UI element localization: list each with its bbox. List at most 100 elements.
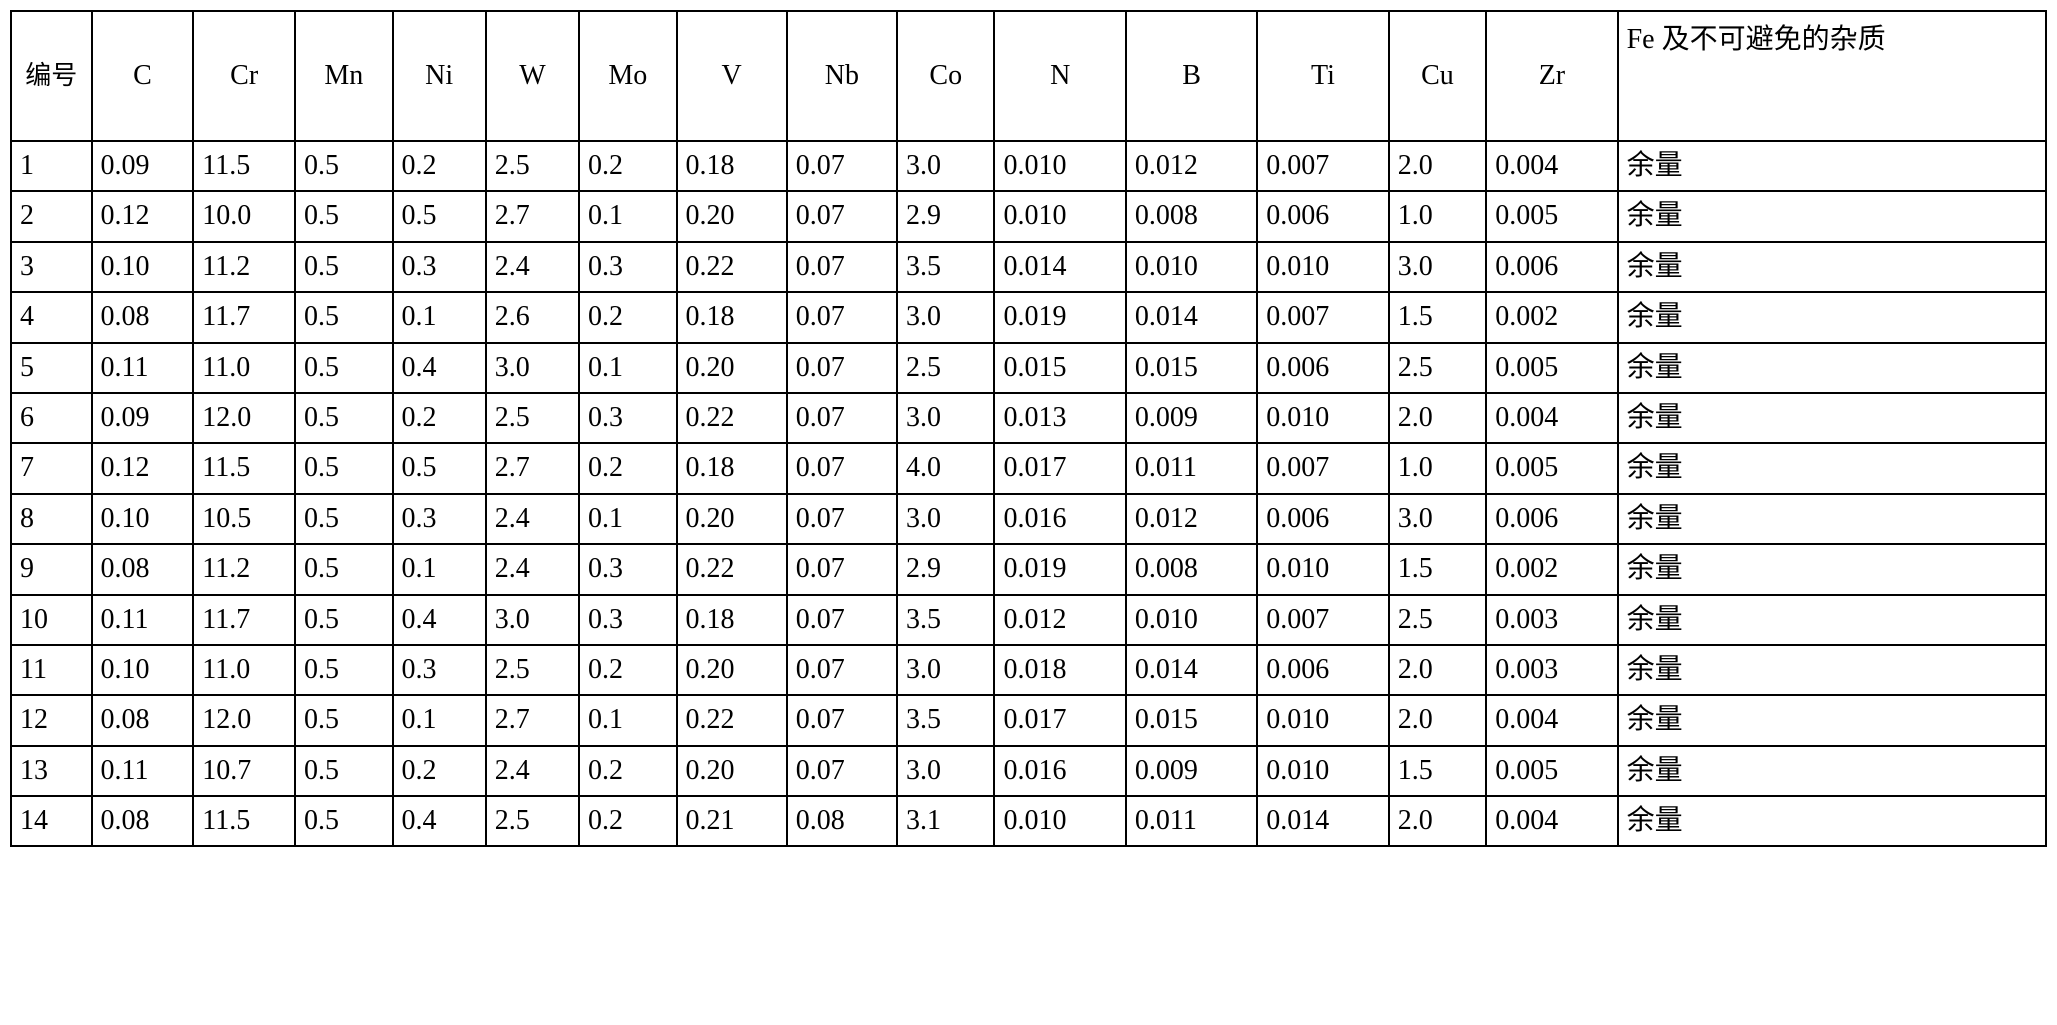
table-cell: 5 [11, 343, 92, 393]
table-cell: 0.019 [994, 292, 1125, 342]
table-cell: 0.5 [295, 443, 393, 493]
table-cell: 0.005 [1486, 343, 1617, 393]
col-header-c: C [92, 11, 194, 141]
table-cell: 0.008 [1126, 191, 1257, 241]
table-cell: 0.07 [787, 645, 897, 695]
table-cell: 2 [11, 191, 92, 241]
table-cell: 0.20 [677, 746, 787, 796]
col-header-fe: Fe 及不可避免的杂质 [1618, 11, 2046, 141]
table-row: 90.0811.20.50.12.40.30.220.072.90.0190.0… [11, 544, 2046, 594]
table-cell: 2.5 [897, 343, 995, 393]
table-cell: 0.11 [92, 343, 194, 393]
table-cell: 3.0 [897, 141, 995, 191]
table-cell: 2.0 [1389, 796, 1487, 846]
table-cell: 0.007 [1257, 443, 1388, 493]
table-cell: 0.006 [1486, 494, 1617, 544]
table-cell: 0.010 [1257, 393, 1388, 443]
table-cell: 0.015 [1126, 343, 1257, 393]
table-cell: 11.5 [193, 443, 295, 493]
col-header-ni: Ni [393, 11, 486, 141]
table-cell: 11.0 [193, 645, 295, 695]
col-header-cr: Cr [193, 11, 295, 141]
table-cell: 0.009 [1126, 746, 1257, 796]
table-cell: 2.7 [486, 443, 579, 493]
table-row: 20.1210.00.50.52.70.10.200.072.90.0100.0… [11, 191, 2046, 241]
table-row: 130.1110.70.50.22.40.20.200.073.00.0160.… [11, 746, 2046, 796]
col-header-b: B [1126, 11, 1257, 141]
table-cell: 0.09 [92, 141, 194, 191]
table-header: 编号 C Cr Mn Ni W Mo V Nb Co N B Ti Cu Zr … [11, 11, 2046, 141]
table-row: 70.1211.50.50.52.70.20.180.074.00.0170.0… [11, 443, 2046, 493]
table-cell: 余量 [1618, 443, 2046, 493]
table-cell: 0.010 [994, 796, 1125, 846]
table-cell: 0.019 [994, 544, 1125, 594]
table-cell: 0.010 [994, 191, 1125, 241]
table-cell: 0.07 [787, 595, 897, 645]
table-cell: 0.22 [677, 393, 787, 443]
table-cell: 3.5 [897, 595, 995, 645]
table-cell: 2.6 [486, 292, 579, 342]
table-cell: 4 [11, 292, 92, 342]
table-cell: 0.2 [393, 141, 486, 191]
table-cell: 0.007 [1257, 141, 1388, 191]
table-cell: 0.010 [1257, 242, 1388, 292]
table-cell: 11.7 [193, 595, 295, 645]
table-cell: 6 [11, 393, 92, 443]
table-cell: 0.006 [1257, 343, 1388, 393]
table-cell: 0.016 [994, 494, 1125, 544]
table-cell: 2.4 [486, 544, 579, 594]
table-cell: 0.015 [994, 343, 1125, 393]
table-cell: 8 [11, 494, 92, 544]
table-cell: 1.0 [1389, 191, 1487, 241]
table-cell: 3.0 [897, 645, 995, 695]
table-cell: 0.010 [1257, 544, 1388, 594]
table-cell: 0.5 [295, 595, 393, 645]
table-cell: 余量 [1618, 242, 2046, 292]
table-cell: 0.5 [295, 695, 393, 745]
table-cell: 0.22 [677, 544, 787, 594]
table-cell: 0.011 [1126, 443, 1257, 493]
table-cell: 0.010 [1126, 595, 1257, 645]
table-cell: 11.0 [193, 343, 295, 393]
table-cell: 3.0 [897, 292, 995, 342]
table-cell: 4.0 [897, 443, 995, 493]
table-cell: 余量 [1618, 796, 2046, 846]
table-cell: 0.20 [677, 645, 787, 695]
table-cell: 0.3 [393, 242, 486, 292]
composition-table: 编号 C Cr Mn Ni W Mo V Nb Co N B Ti Cu Zr … [10, 10, 2047, 847]
table-cell: 0.11 [92, 746, 194, 796]
table-cell: 0.07 [787, 393, 897, 443]
table-cell: 0.3 [579, 393, 677, 443]
table-cell: 3.5 [897, 242, 995, 292]
table-cell: 0.018 [994, 645, 1125, 695]
table-cell: 2.5 [486, 796, 579, 846]
table-cell: 3.0 [897, 494, 995, 544]
col-header-n: N [994, 11, 1125, 141]
table-cell: 余量 [1618, 141, 2046, 191]
table-cell: 0.004 [1486, 796, 1617, 846]
table-cell: 0.08 [92, 544, 194, 594]
table-cell: 0.012 [1126, 494, 1257, 544]
table-cell: 2.5 [1389, 343, 1487, 393]
table-cell: 余量 [1618, 595, 2046, 645]
table-cell: 3.1 [897, 796, 995, 846]
table-cell: 0.004 [1486, 695, 1617, 745]
table-cell: 2.5 [486, 141, 579, 191]
table-cell: 0.012 [994, 595, 1125, 645]
table-cell: 0.08 [92, 292, 194, 342]
table-cell: 0.21 [677, 796, 787, 846]
table-cell: 0.002 [1486, 544, 1617, 594]
table-cell: 0.07 [787, 746, 897, 796]
table-cell: 12.0 [193, 695, 295, 745]
table-cell: 0.005 [1486, 443, 1617, 493]
table-cell: 余量 [1618, 393, 2046, 443]
table-cell: 0.5 [393, 191, 486, 241]
table-cell: 余量 [1618, 494, 2046, 544]
table-cell: 11.2 [193, 242, 295, 292]
table-cell: 0.005 [1486, 746, 1617, 796]
table-cell: 9 [11, 544, 92, 594]
table-cell: 1.0 [1389, 443, 1487, 493]
col-header-v: V [677, 11, 787, 141]
table-cell: 2.9 [897, 544, 995, 594]
table-row: 10.0911.50.50.22.50.20.180.073.00.0100.0… [11, 141, 2046, 191]
